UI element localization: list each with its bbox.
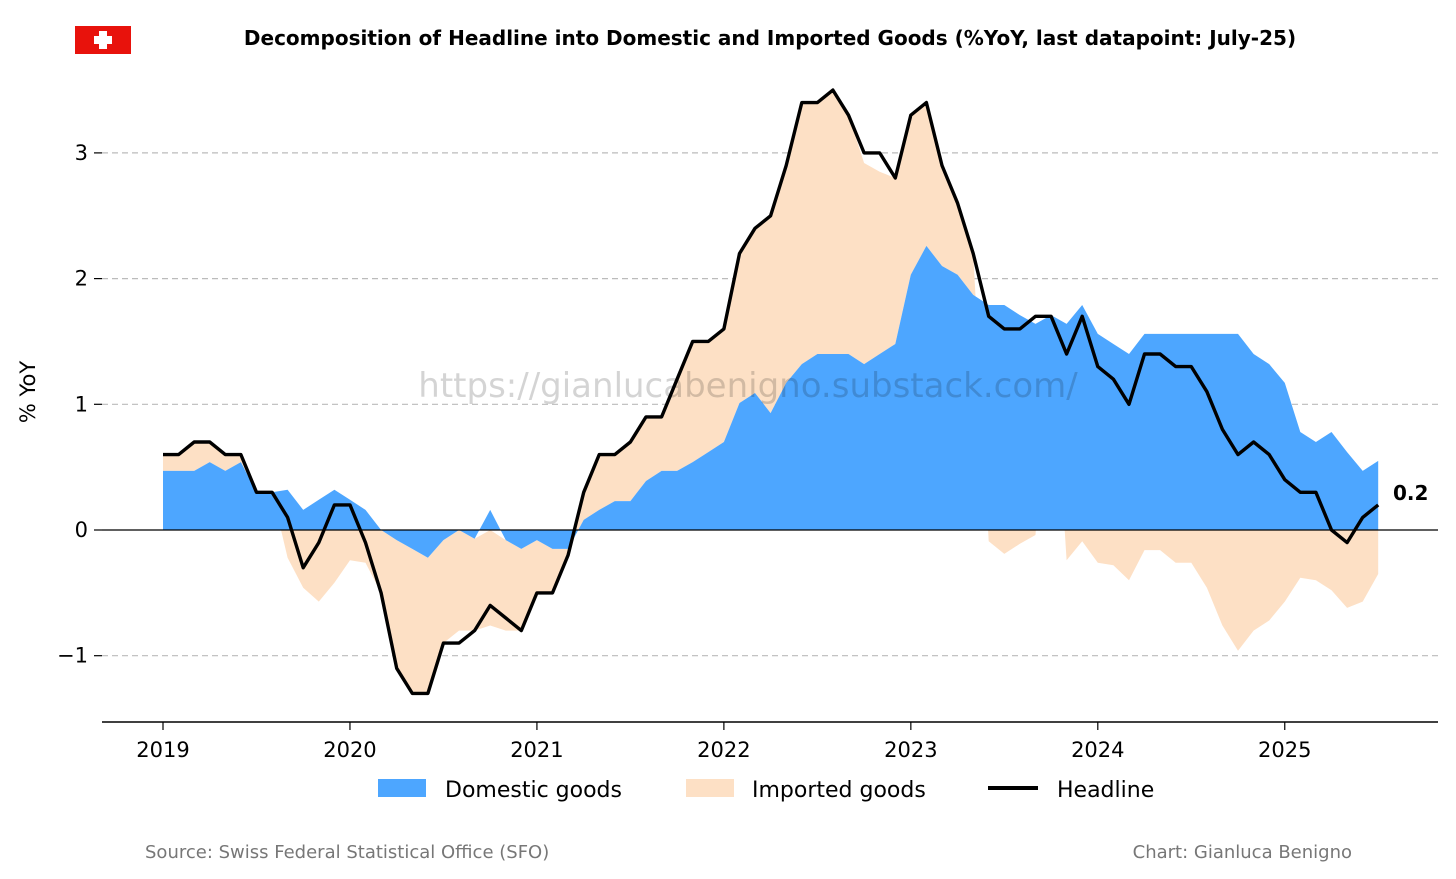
swiss-flag-icon	[75, 26, 131, 54]
x-tick-label: 2020	[323, 738, 376, 762]
legend-swatch-imported	[686, 779, 734, 797]
x-tick-label: 2019	[136, 738, 189, 762]
legend-swatch-domestic	[378, 779, 426, 797]
y-tick-label: −1	[57, 644, 88, 668]
y-tick-label: 1	[75, 392, 88, 416]
headline-line	[163, 88, 1380, 696]
chart-credit: Chart: Gianluca Benigno	[1133, 842, 1352, 863]
y-axis-label: % YoY	[16, 361, 40, 424]
x-tick-label: 2025	[1258, 738, 1311, 762]
legend: Domestic goods Imported goods Headline	[378, 778, 1154, 803]
x-tick-label: 2022	[697, 738, 750, 762]
legend-label-domestic: Domestic goods	[445, 778, 622, 803]
watermark: https://gianlucabenigno.substack.com/	[418, 366, 1078, 406]
last-value-label: 0.2	[1393, 481, 1428, 505]
headline-series	[163, 88, 1380, 696]
chart-title: Decomposition of Headline into Domestic …	[244, 26, 1296, 50]
area-series	[163, 90, 1379, 694]
imported-goods-area	[163, 90, 1379, 694]
legend-label-imported: Imported goods	[752, 778, 926, 803]
y-tick-label: 0	[75, 518, 88, 542]
source-note: Source: Swiss Federal Statistical Office…	[145, 842, 549, 863]
legend-label-headline: Headline	[1057, 778, 1154, 803]
y-tick-label: 2	[75, 267, 88, 291]
x-tick-label: 2021	[510, 738, 563, 762]
x-tick-label: 2023	[884, 738, 937, 762]
axes: −1 0 1 2 3 2019 2020 2021 2022 2023 2024 2025	[57, 141, 1438, 762]
y-tick-label: 3	[75, 141, 88, 165]
domestic-goods-area	[163, 245, 1379, 558]
x-tick-label: 2024	[1071, 738, 1124, 762]
